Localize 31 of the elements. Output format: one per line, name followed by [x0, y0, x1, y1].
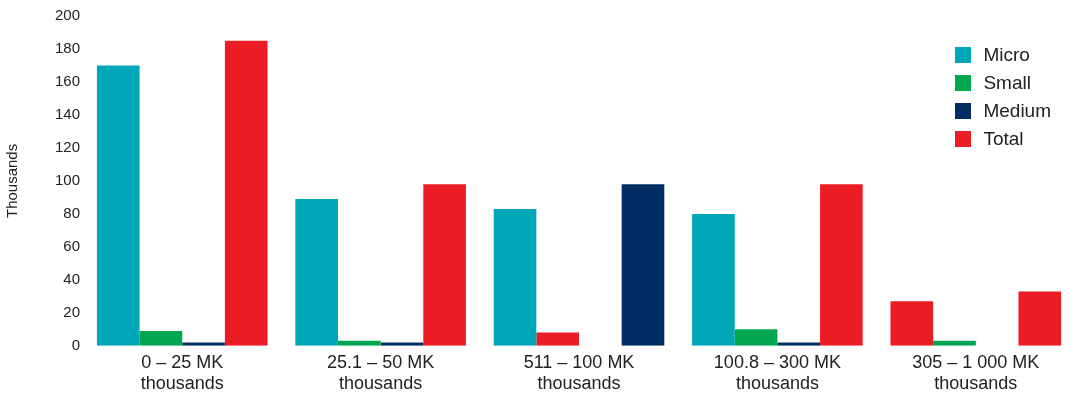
bar: [423, 184, 466, 346]
y-tick-label: 160: [55, 72, 81, 90]
y-tick-label: 20: [63, 302, 81, 320]
y-tick-label: 80: [63, 204, 81, 222]
legend-label: Medium: [983, 100, 1051, 122]
y-tick-label: 60: [63, 237, 81, 254]
bar: [692, 213, 735, 346]
x-tick-label: 0 – 25 MK thousands: [140, 351, 224, 394]
x-tick-label: 25.1 – 50 MK thousands: [327, 351, 435, 394]
x-tick-label: 100.8 – 300 MK thousands: [713, 351, 841, 394]
y-tick-label: 0: [71, 335, 81, 353]
x-tick-label: 305 – 1 000 MK thousands: [912, 351, 1040, 394]
y-tick-label: 120: [55, 138, 81, 156]
y-tick-label: 40: [63, 269, 81, 287]
legend-label: Total: [983, 128, 1024, 150]
bar: [820, 184, 863, 346]
bar: [224, 40, 268, 346]
bar: [493, 208, 537, 346]
y-axis-title: Thousands: [3, 143, 21, 219]
legend-label: Micro: [983, 44, 1030, 66]
y-tick-label: 140: [55, 105, 81, 123]
x-tick-label: 511 – 100 MK thousands: [523, 351, 635, 394]
bar: [734, 329, 778, 346]
bar: [1018, 291, 1062, 346]
y-tick-label: 200: [55, 6, 81, 24]
bar: [96, 65, 140, 346]
y-tick-label: 180: [55, 39, 81, 57]
bar: [295, 199, 338, 346]
bar: [139, 330, 183, 346]
y-tick-label: 100: [55, 171, 81, 189]
legend-label: Small: [983, 72, 1031, 94]
